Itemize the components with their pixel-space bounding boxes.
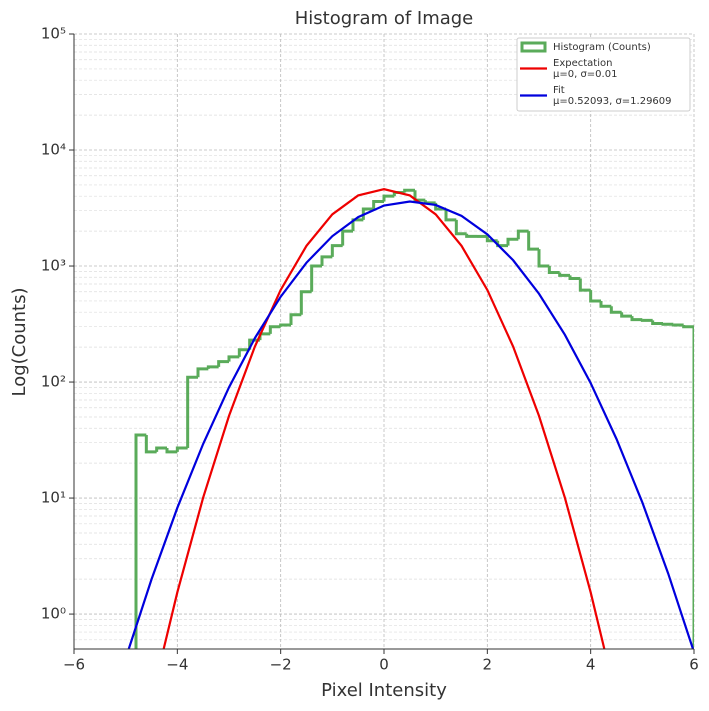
histogram-bin — [320, 255, 333, 267]
histogram-bin — [134, 433, 147, 649]
histogram-bin — [289, 313, 302, 326]
histogram-bin — [155, 446, 167, 452]
histogram-bin — [279, 323, 291, 327]
y-tick-label: 10³ — [41, 257, 66, 275]
legend-label: Expectation μ=0, σ=0.01 — [553, 58, 617, 80]
histogram-bin — [403, 188, 415, 193]
histogram-bin — [465, 233, 477, 238]
histogram-bin — [237, 348, 250, 357]
x-tick-label: 4 — [586, 656, 596, 674]
legend: Histogram (Counts) Expectation μ=0, σ=0.01… — [516, 37, 691, 112]
y-tick-label: 10² — [41, 373, 66, 391]
histogram-bin — [589, 290, 601, 303]
histogram-bin — [558, 272, 570, 277]
y-tick-label: 10¹ — [41, 489, 66, 507]
histogram-bin — [547, 266, 560, 274]
histogram-bin — [330, 244, 343, 257]
histogram-bin — [454, 219, 467, 236]
histogram-bin — [423, 200, 436, 205]
y-tick-label: 10⁴ — [41, 141, 66, 159]
x-tick-label: −2 — [270, 656, 292, 674]
histogram-bin — [682, 325, 694, 649]
histogram-bin — [599, 300, 612, 308]
legend-label: Histogram (Counts) — [553, 42, 651, 53]
legend-swatch — [520, 41, 547, 53]
histogram-bin — [361, 207, 374, 220]
legend-box — [516, 37, 691, 112]
histogram-bin — [568, 275, 581, 281]
histogram-bin — [196, 367, 209, 378]
histogram-bin — [175, 446, 188, 452]
y-tick-label: 10⁵ — [41, 25, 66, 43]
histogram-bin — [165, 448, 178, 454]
histogram-bin — [609, 306, 622, 314]
histogram-bin — [506, 237, 519, 246]
histogram-bin — [671, 323, 684, 327]
x-tick-label: −6 — [63, 656, 85, 674]
histogram-bin — [206, 365, 219, 369]
axes: 10⁰ 10¹ 10² 10³ 10⁴ 10⁵ −6 −4 −2 0 2 4 6 — [41, 25, 699, 674]
grid — [73, 33, 695, 650]
histogram-bin — [341, 229, 353, 246]
histogram-bin — [651, 320, 663, 325]
histogram-bin — [372, 199, 384, 210]
x-tick-label: 0 — [379, 656, 389, 674]
y-axis-label: Log(Counts) — [9, 287, 30, 396]
histogram-bin — [630, 316, 643, 322]
chart-title: Histogram of Image — [295, 8, 474, 29]
x-axis-label: Pixel Intensity — [321, 680, 447, 701]
histogram-bin — [620, 312, 632, 318]
histogram-bin — [516, 229, 529, 240]
histogram-bin — [537, 249, 550, 268]
histogram-bin — [258, 332, 271, 341]
histogram-bin — [413, 190, 426, 202]
plot-area — [127, 188, 694, 649]
curve — [162, 188, 606, 649]
histogram-bin — [351, 218, 364, 232]
y-tick-label: 10⁰ — [41, 605, 66, 623]
histogram-bin — [217, 360, 229, 367]
histogram-bin — [299, 290, 312, 315]
x-tick-label: 2 — [483, 656, 493, 674]
histogram-bin — [382, 194, 395, 202]
x-tick-label: −4 — [166, 656, 188, 674]
histogram-bin — [527, 231, 539, 251]
histogram-bin — [444, 209, 457, 222]
histogram-bin — [227, 355, 240, 362]
histogram-bin — [144, 434, 157, 454]
histogram-bin — [661, 322, 674, 326]
legend-label: Fit μ=0.52093, σ=1.29609 — [553, 85, 672, 107]
curve — [127, 200, 694, 649]
histogram-bin — [310, 264, 322, 292]
histogram-bin — [268, 325, 281, 334]
x-tick-label: 6 — [689, 656, 699, 674]
histogram-bin — [578, 278, 591, 292]
histogram-bin — [640, 318, 653, 322]
histogram-bin — [186, 375, 198, 449]
